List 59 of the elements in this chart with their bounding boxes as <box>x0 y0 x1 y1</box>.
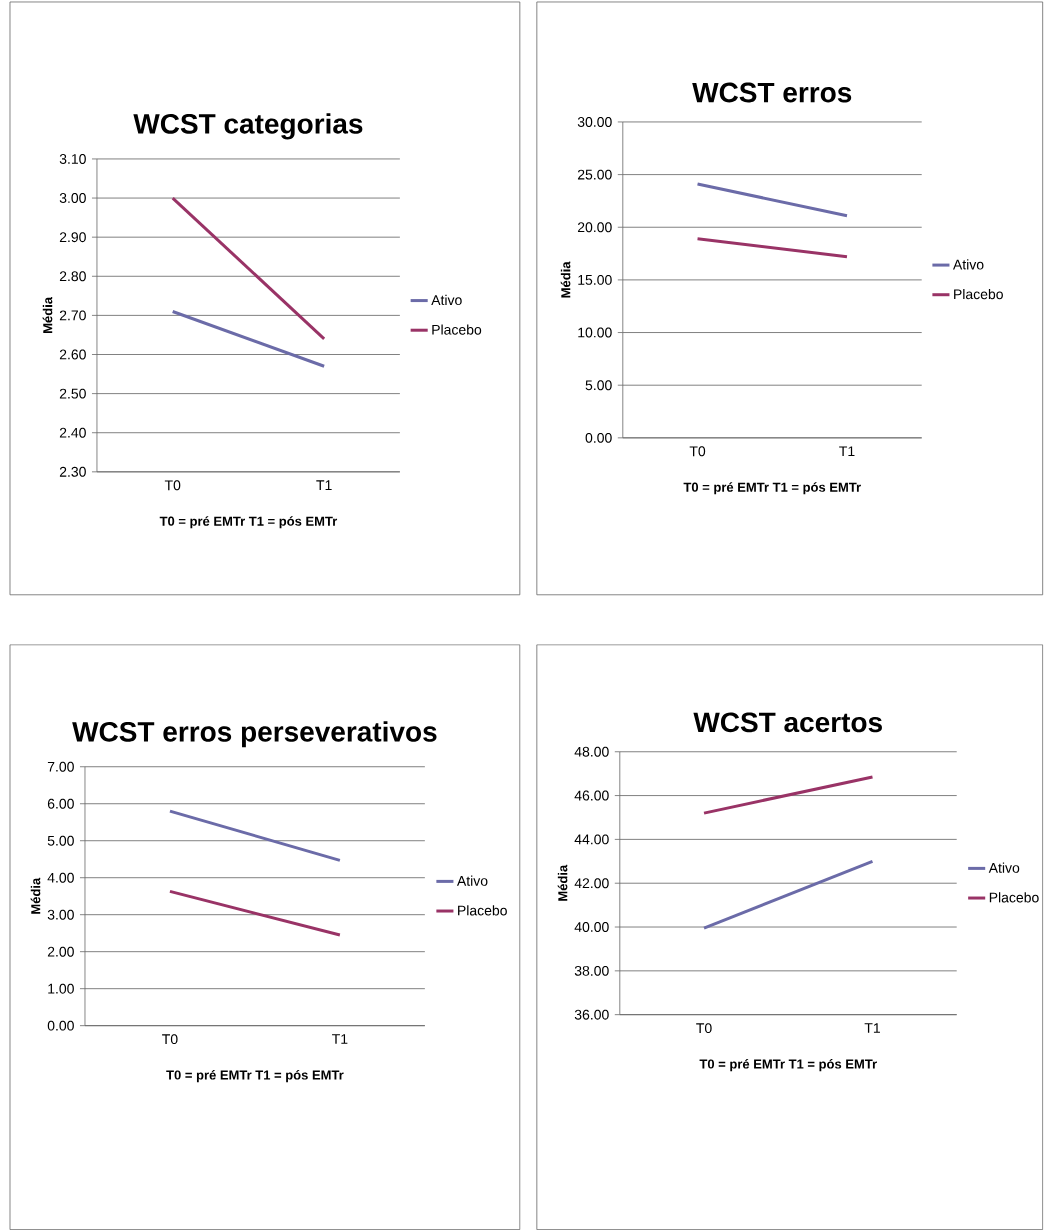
legend-label: Ativo <box>988 862 1020 873</box>
x-tick-label: T0 <box>161 1034 178 1045</box>
x-axis-title: T0 = pré EMTr T1 = pós EMTr <box>159 516 337 529</box>
y-tick-label: 5.00 <box>47 835 74 846</box>
y-tick-label: 3.00 <box>59 193 86 204</box>
y-tick-label: 10.00 <box>578 327 612 338</box>
y-tick-label: 1.00 <box>48 983 74 994</box>
y-tick-label: 44.00 <box>574 834 609 845</box>
x-axis-title: T0 = pré EMTr T1 = pós EMTr <box>683 482 861 495</box>
y-tick-label: 4.00 <box>47 872 74 883</box>
y-tick-label: 2.90 <box>59 232 86 243</box>
y-tick-label: 2.80 <box>59 271 86 282</box>
y-tick-label: 36.00 <box>574 1009 609 1020</box>
legend-label: Placebo <box>457 905 507 916</box>
y-tick-label: 3.00 <box>47 909 74 920</box>
y-tick-label: 3.10 <box>59 153 86 164</box>
legend-label: Ativo <box>456 875 488 886</box>
y-tick-label: 2.40 <box>59 427 86 438</box>
y-axis-title: Média <box>30 877 41 914</box>
y-tick-label: 48.00 <box>574 746 609 757</box>
y-tick-label: 15.00 <box>578 274 612 285</box>
chart-title: WCST erros perseverativos <box>72 721 437 748</box>
y-tick-label: 46.00 <box>574 790 609 801</box>
y-tick-label: 5.00 <box>585 380 612 391</box>
y-axis-title: Média <box>42 296 53 333</box>
legend-label: Ativo <box>431 294 462 306</box>
y-tick-label: 2.70 <box>59 310 86 321</box>
y-tick-label: 42.00 <box>574 878 609 889</box>
x-tick-label: T1 <box>864 1023 880 1033</box>
x-tick-label: T0 <box>164 480 181 491</box>
x-tick-label: T1 <box>316 480 332 490</box>
x-tick-label: T1 <box>331 1034 348 1044</box>
x-tick-label: T1 <box>839 446 855 457</box>
y-tick-label: 6.00 <box>47 798 74 809</box>
y-tick-label: 2.00 <box>47 946 74 957</box>
y-tick-label: 40.00 <box>574 922 609 932</box>
x-axis-title: T0 = pré EMTr T1 = pós EMTr <box>699 1058 877 1072</box>
y-tick-label: 2.60 <box>59 349 86 360</box>
x-tick-label: T0 <box>696 1023 712 1034</box>
chart-title: WCST erros <box>692 82 852 103</box>
y-tick-label: 0.00 <box>47 1020 74 1031</box>
legend-label: Placebo <box>989 892 1039 903</box>
y-tick-label: 20.00 <box>577 222 612 233</box>
legend-label: Ativo <box>952 259 984 270</box>
chart-title: WCST categorias <box>133 113 363 140</box>
y-tick-label: 0.00 <box>585 432 612 443</box>
legend-label: Placebo <box>953 288 1003 300</box>
y-tick-label: 2.30 <box>59 466 86 477</box>
y-tick-label: 38.00 <box>574 965 609 976</box>
legend-label: Placebo <box>432 324 482 335</box>
y-axis-title: Média <box>557 864 568 901</box>
y-axis-title: Média <box>560 261 571 298</box>
y-tick-label: 25.00 <box>577 169 612 180</box>
y-tick-label: 7.00 <box>47 761 74 772</box>
x-axis-title: T0 = pré EMTr T1 = pós EMTr <box>166 1069 344 1083</box>
y-tick-label: 30.00 <box>577 116 612 127</box>
chart-title: WCST acertos <box>693 712 882 733</box>
y-tick-label: 2.50 <box>59 388 86 399</box>
x-tick-label: T0 <box>689 446 706 457</box>
